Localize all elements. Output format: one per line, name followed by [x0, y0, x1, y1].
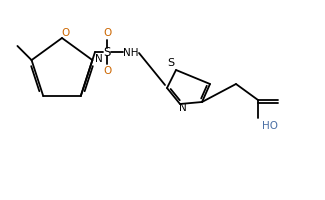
Text: N: N: [179, 103, 187, 113]
Text: NH: NH: [123, 48, 139, 58]
Text: O: O: [103, 66, 111, 76]
Text: S: S: [167, 58, 175, 68]
Text: O: O: [103, 28, 111, 38]
Text: S: S: [103, 46, 111, 58]
Text: HO: HO: [262, 121, 278, 131]
Text: N: N: [95, 54, 102, 64]
Text: O: O: [61, 28, 69, 38]
